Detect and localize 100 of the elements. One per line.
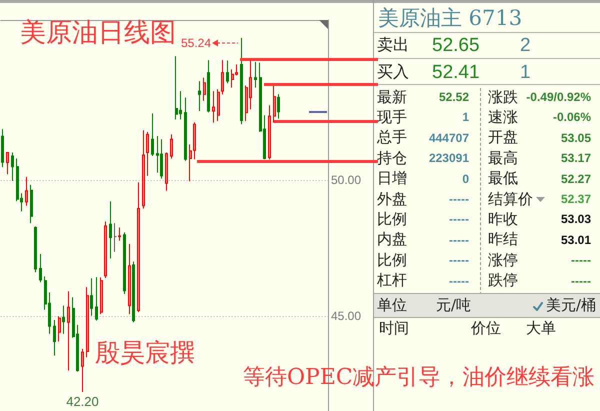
candlestick: [62, 305, 65, 334]
candlestick: [231, 68, 234, 88]
candlestick: [268, 104, 271, 160]
candlestick: [132, 261, 135, 323]
candlestick: [193, 122, 196, 160]
candlestick: [142, 130, 145, 209]
text: 53.03: [560, 211, 591, 228]
chart-title: 美原油日线图: [20, 18, 176, 48]
text: -0.49/0.92%: [526, 89, 591, 105]
text: 223091: [428, 150, 469, 166]
candlestick: [245, 84, 248, 122]
text: 跌停: [488, 271, 518, 290]
candlestick: [203, 77, 206, 102]
text: 杠杆: [377, 271, 407, 290]
text: 涨停: [488, 250, 518, 270]
candlestick: [151, 112, 154, 157]
text: 比例: [377, 250, 407, 270]
text: 昨收: [488, 210, 518, 229]
candlestick: [53, 320, 56, 356]
candlestick: [39, 254, 42, 283]
text: 52.65: [432, 34, 480, 56]
text: 最低: [488, 169, 518, 188]
candlestick: [198, 80, 201, 112]
text: 大单: [526, 318, 556, 338]
candlestick: [58, 316, 61, 342]
candlestick: [86, 286, 89, 358]
candlestick: [30, 184, 33, 224]
candlestick: [235, 64, 238, 76]
text: 现手: [377, 108, 407, 127]
candlestick: [34, 226, 37, 273]
text: 1: [520, 60, 531, 84]
candlestick: [277, 94, 280, 120]
text: 日增: [377, 169, 407, 188]
text: -----: [449, 272, 469, 289]
candlestick: [226, 60, 229, 84]
candlestick: [170, 134, 173, 159]
candlestick: [217, 88, 220, 122]
text: 时间: [379, 318, 409, 338]
candlestick: [207, 60, 210, 113]
text: 比例: [377, 210, 407, 229]
text: 单位: [377, 296, 407, 314]
candlestick: [189, 144, 192, 182]
text: 内盘: [377, 230, 407, 250]
text: -----: [449, 252, 469, 268]
candlestick: [81, 348, 84, 392]
text: 总手: [377, 128, 407, 148]
text: 结算价: [488, 190, 533, 208]
candlestick: [95, 276, 98, 322]
text: 52.27: [560, 170, 591, 187]
text: 最高: [488, 148, 518, 168]
text: 1: [462, 109, 469, 126]
text: -0.06%: [552, 109, 591, 126]
candlestick: [25, 176, 28, 206]
candlestick: [109, 200, 112, 259]
y-tick-label: 45.00: [331, 308, 362, 323]
candlestick: [160, 138, 163, 180]
text: 53.01: [560, 232, 591, 248]
candlestick: [249, 60, 252, 110]
text: 昨结: [488, 230, 518, 250]
text: 444707: [428, 130, 469, 146]
candlestick: [165, 152, 168, 192]
candlestick: [128, 244, 131, 315]
text: 美原油主 6713: [378, 6, 522, 30]
candlestick: [100, 276, 103, 315]
annotation: 55.24: [181, 35, 212, 51]
text: 元/吨: [436, 296, 472, 314]
candlestick: [67, 290, 70, 372]
text: 美元/桶: [546, 296, 596, 314]
text: 2: [520, 34, 531, 56]
text: 开盘: [488, 128, 518, 148]
candlestick: [90, 278, 93, 316]
candlestick: [254, 61, 257, 88]
candlestick: [6, 151, 9, 175]
text: -----: [449, 211, 469, 228]
text: -----: [449, 191, 469, 207]
text: 52.41: [432, 60, 480, 84]
text: -----: [449, 232, 469, 248]
text: 最新: [377, 88, 407, 106]
y-tick-label: 50.00: [331, 173, 362, 188]
text: 价位: [471, 318, 501, 338]
candlestick: [221, 60, 224, 95]
candlestick: [1, 128, 4, 168]
text: 外盘: [377, 190, 407, 208]
candlestick: [11, 152, 14, 182]
text: 买入: [377, 62, 409, 82]
annotation: 42.20: [66, 394, 99, 409]
text: -----: [571, 272, 591, 289]
candlestick: [104, 220, 107, 278]
text: 53.05: [560, 130, 591, 146]
candlestick: [146, 131, 149, 176]
text: 涨跌: [488, 88, 518, 106]
candlestick: [184, 97, 187, 162]
annotation: 等待OPEC减产引导，油价继续看涨: [243, 365, 595, 391]
annotation: 殷昊宸撰: [95, 338, 195, 366]
text: -----: [571, 252, 591, 268]
candlestick: [118, 226, 121, 242]
candlestick: [175, 56, 178, 120]
text: 52.37: [560, 191, 591, 207]
candlestick: [212, 90, 215, 124]
text: 持仓: [377, 148, 407, 168]
